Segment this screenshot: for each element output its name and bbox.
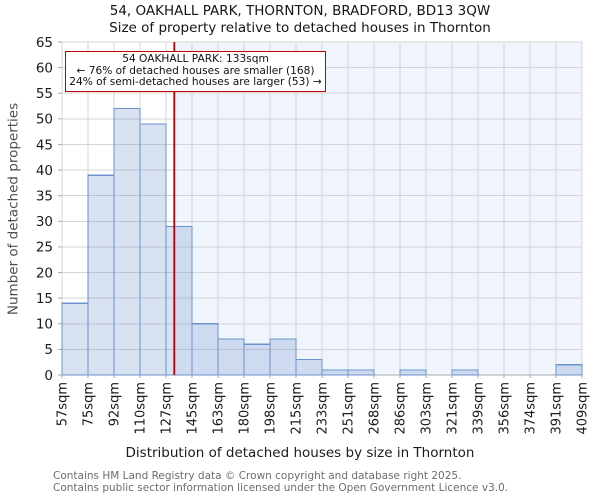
y-tick-label: 55	[36, 86, 53, 102]
y-tick-label: 30	[36, 214, 53, 230]
histogram-bar	[191, 323, 219, 376]
y-tick-label: 60	[36, 60, 53, 76]
x-tick-label: 145sqm	[186, 382, 201, 435]
x-tick-label: 57sqm	[56, 382, 71, 426]
histogram-bar	[243, 343, 271, 376]
y-axis-label: Number of detached properties	[5, 102, 22, 316]
histogram-bar	[61, 302, 89, 376]
marker-annotation-box: 54 OAKHALL PARK: 133sqm ← 76% of detache…	[65, 51, 326, 93]
x-tick-label: 374sqm	[524, 382, 539, 435]
y-tick-label: 20	[36, 265, 53, 281]
annotation-larger-share: 24% of semi-detached houses are larger (…	[69, 76, 322, 89]
x-tick-label: 409sqm	[576, 382, 591, 435]
histogram-bar	[555, 364, 583, 376]
x-tick-label: 356sqm	[498, 382, 513, 435]
x-tick-label: 286sqm	[394, 382, 409, 435]
x-tick-label: 163sqm	[212, 382, 227, 435]
y-tick-label: 45	[36, 137, 53, 153]
annotation-property-size: 54 OAKHALL PARK: 133sqm	[122, 53, 269, 65]
attribution-line-1: Contains HM Land Registry data © Crown c…	[53, 470, 462, 482]
x-tick-label: 198sqm	[264, 382, 279, 435]
marker-shaded-region	[174, 42, 583, 375]
x-axis-label: Distribution of detached houses by size …	[125, 445, 475, 461]
x-tick-label: 127sqm	[160, 382, 175, 435]
y-tick-label: 35	[36, 188, 53, 204]
x-tick-label: 92sqm	[108, 382, 123, 426]
x-tick-label: 75sqm	[82, 382, 97, 426]
histogram-bar	[113, 107, 141, 376]
histogram-bar	[347, 369, 375, 376]
x-tick-label: 321sqm	[446, 382, 461, 435]
x-tick-label: 233sqm	[316, 382, 331, 435]
chart-title: 54, OAKHALL PARK, THORNTON, BRADFORD, BD…	[109, 3, 491, 19]
x-tick-label: 215sqm	[290, 382, 305, 435]
x-tick-label: 339sqm	[472, 382, 487, 435]
y-tick-label: 15	[36, 291, 53, 307]
histogram-bar	[217, 338, 245, 376]
y-tick-label: 25	[36, 240, 53, 256]
histogram-bar	[87, 174, 115, 376]
histogram-bar	[139, 123, 167, 376]
chart-subtitle: Size of property relative to detached ho…	[109, 20, 491, 36]
x-tick-label: 268sqm	[368, 382, 383, 435]
x-tick-label: 303sqm	[420, 382, 435, 435]
x-tick-label: 110sqm	[134, 382, 149, 435]
x-tick-label: 180sqm	[238, 382, 253, 435]
histogram-bar	[269, 338, 297, 376]
x-tick-label: 391sqm	[550, 382, 565, 435]
histogram-bar	[451, 369, 479, 376]
y-tick-label: 10	[36, 317, 53, 333]
attribution-line-2: Contains public sector information licen…	[53, 481, 509, 494]
y-tick-label: 40	[36, 163, 53, 179]
histogram-bar	[399, 369, 427, 376]
y-tick-label: 0	[44, 368, 53, 384]
y-tick-label: 5	[44, 342, 53, 358]
histogram-bar	[321, 369, 349, 376]
y-tick-label: 65	[36, 35, 53, 51]
attribution-footer: Contains HM Land Registry data © Crown c…	[53, 470, 509, 494]
annotation-smaller-share: ← 76% of detached houses are smaller (16…	[76, 64, 315, 77]
x-tick-label: 251sqm	[342, 382, 357, 435]
histogram-bar	[295, 359, 323, 376]
y-tick-label: 50	[36, 112, 53, 128]
histogram-bar	[165, 225, 193, 376]
